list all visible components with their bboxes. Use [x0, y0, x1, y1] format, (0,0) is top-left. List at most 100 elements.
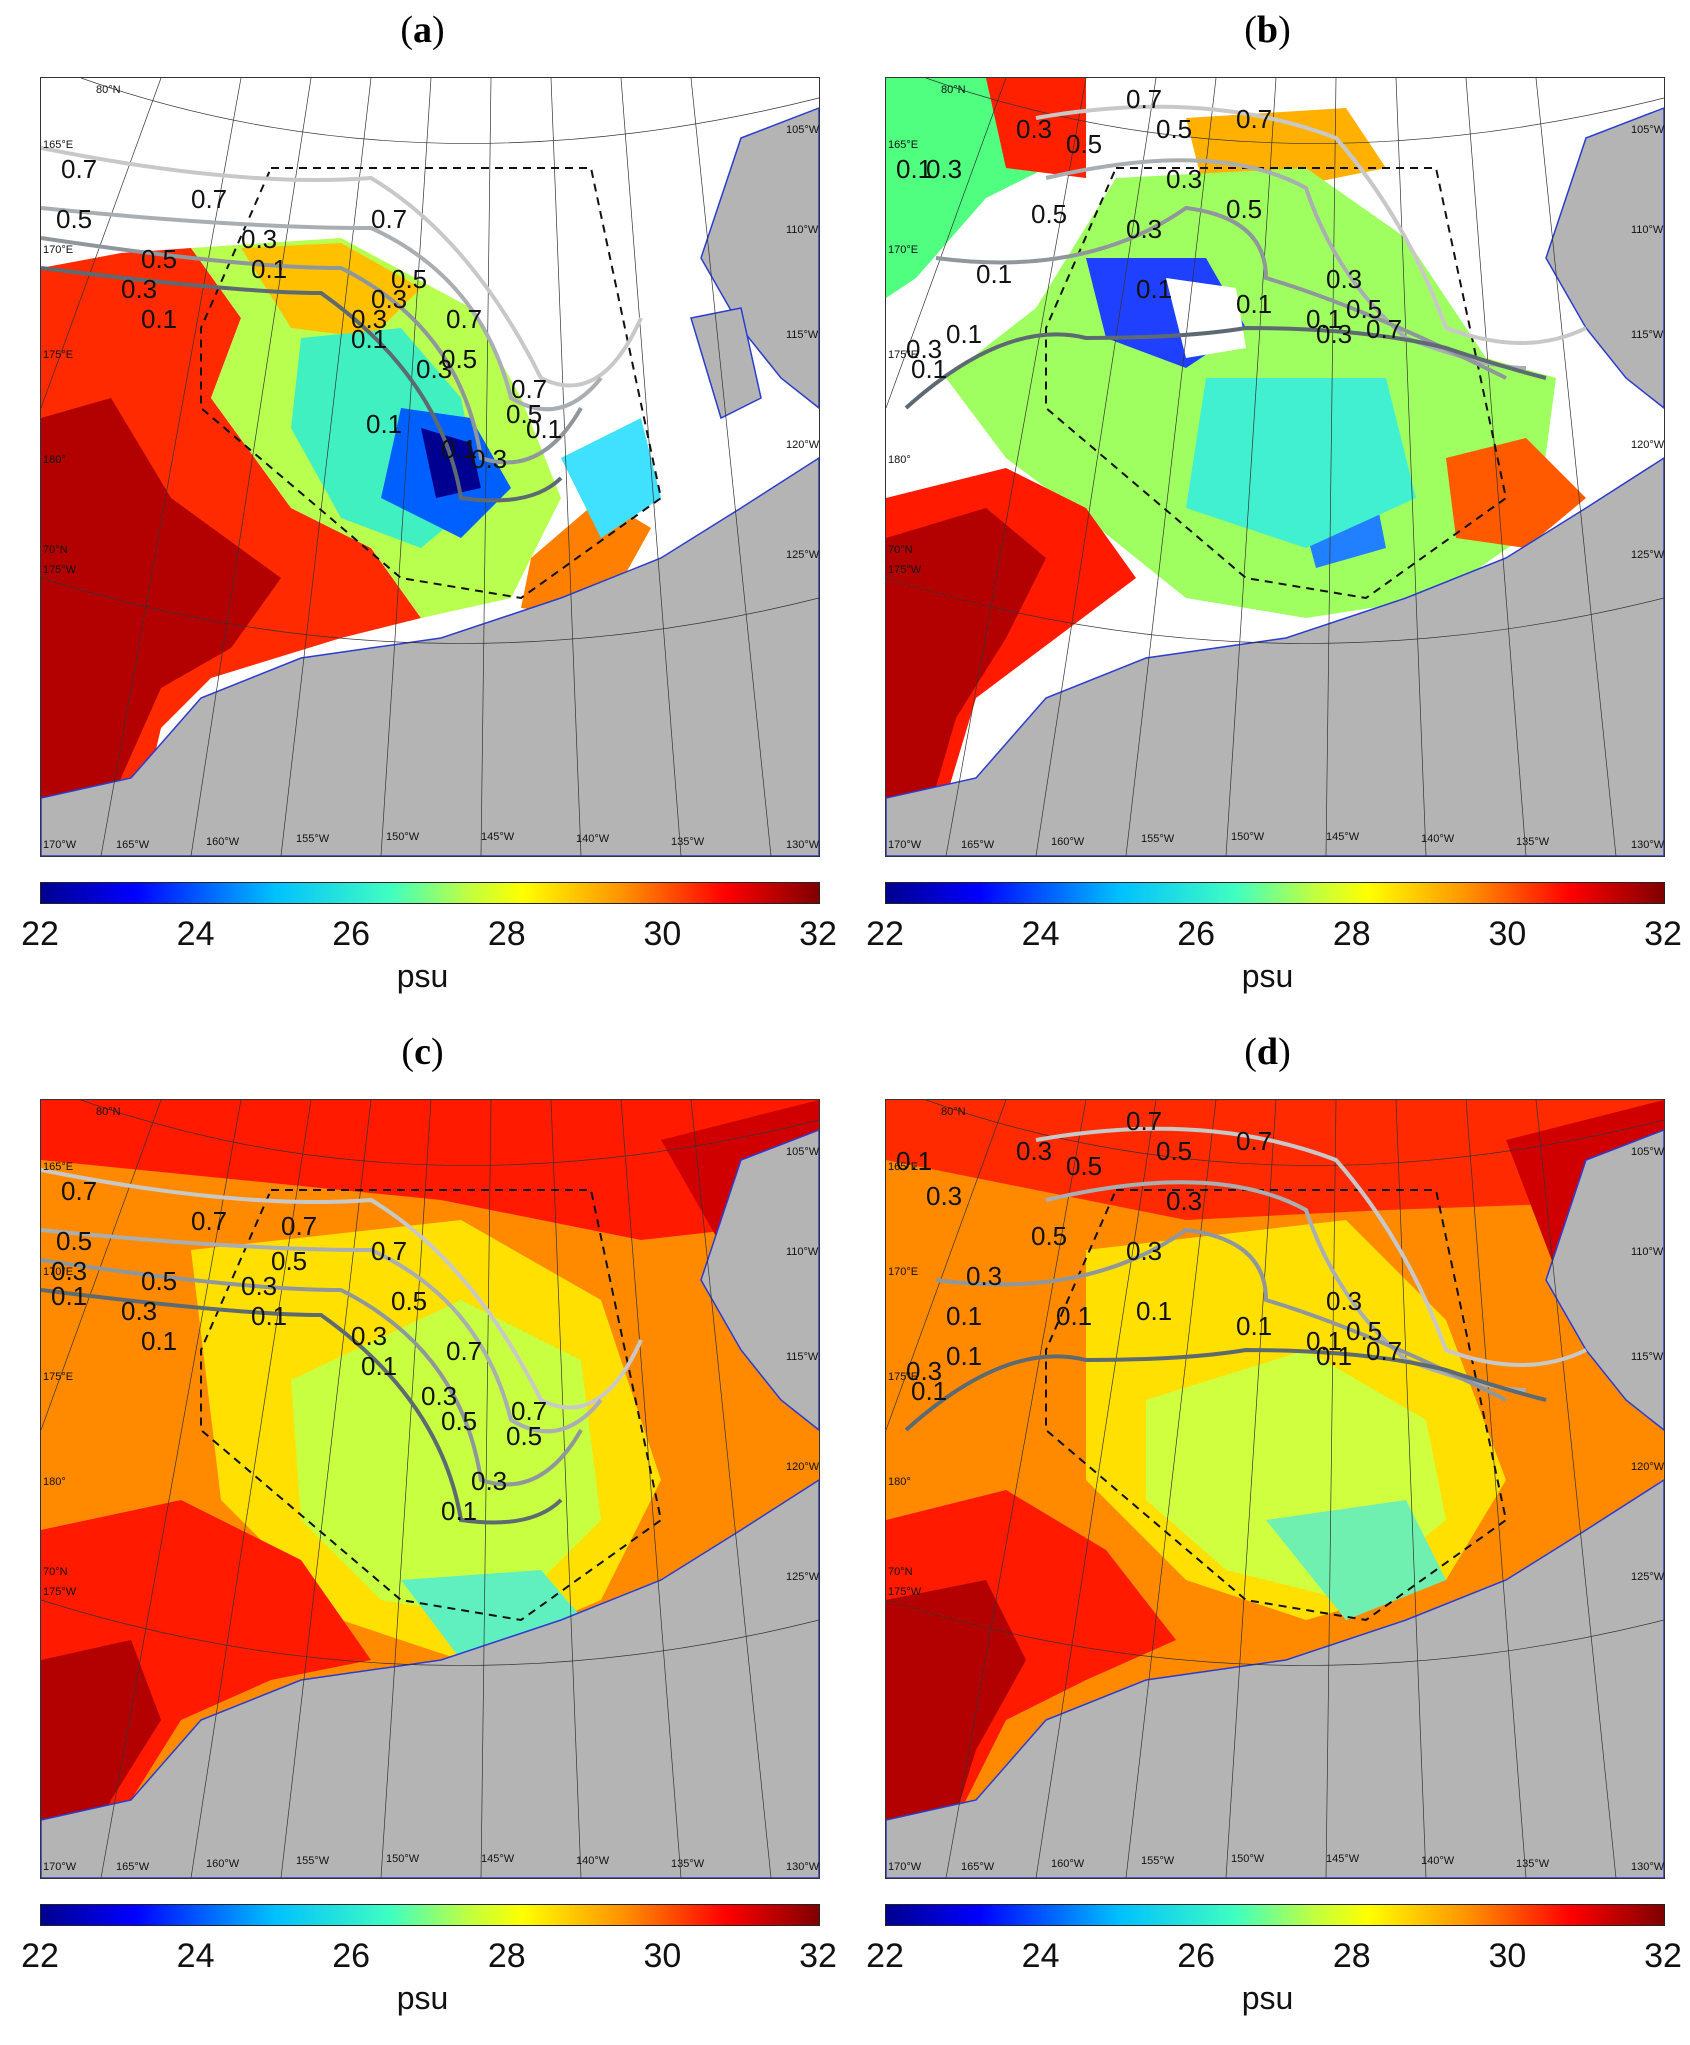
panel-title: (b)	[1244, 9, 1291, 51]
lon-label: 125°W	[786, 549, 819, 561]
contour-label: 0.3	[371, 284, 407, 314]
contour-label: 0.3	[51, 1256, 87, 1286]
contour-label: 0.7	[1126, 84, 1162, 114]
lon-label: 105°W	[1631, 1146, 1664, 1158]
map-d: 0.1 0.3 0.3 0.5 0.7 0.7 0.5 0.3 0.5 0.3 …	[885, 1099, 1665, 1879]
contour-label: 0.1	[441, 1496, 477, 1526]
lon-label: 160°W	[1051, 836, 1085, 848]
contour-label: 0.5	[1066, 1151, 1102, 1181]
contour-label: 0.7	[1236, 1126, 1272, 1156]
colorbar	[885, 1904, 1665, 1926]
lon-label: 130°W	[786, 839, 819, 851]
contour-label: 0.7	[191, 1206, 227, 1236]
colorbar-tick: 22	[21, 1937, 59, 1975]
contour-label: 0.1	[1306, 1326, 1342, 1356]
lon-label: 155°W	[1141, 833, 1175, 845]
lon-label: 155°W	[296, 833, 330, 845]
contour-label: 0.3	[966, 1261, 1002, 1291]
contour-label: 0.3	[1126, 214, 1162, 244]
map-b: 0.1 0.3 0.5 0.7 0.7 0.5 0.3 0.3 0.5 0.1 …	[885, 77, 1665, 857]
contour-label: 0.1	[946, 1341, 982, 1371]
lon-label: 170°E	[43, 244, 73, 256]
contour-label: 0.7	[1366, 1336, 1402, 1366]
lon-label: 115°W	[786, 329, 819, 341]
lon-label: 140°W	[576, 1855, 610, 1867]
lon-label: 160°W	[206, 1858, 240, 1870]
contour-label: 0.3	[1166, 1186, 1202, 1216]
contour-label: 0.5	[56, 1226, 92, 1256]
contour-label: 0.5	[141, 244, 177, 274]
contour-label: 0.5	[1226, 194, 1262, 224]
map-c: 0.7 0.5 0.3 0.1 0.7 0.7 0.5 0.3 0.1 0.5 …	[40, 1099, 820, 1879]
colorbar	[40, 1904, 820, 1926]
contour-label: 0.1	[251, 254, 287, 284]
lon-label: 165°W	[116, 839, 150, 851]
contour-label: 0.3	[351, 1321, 387, 1351]
lon-label: 165°W	[116, 1861, 150, 1873]
colorbar-tick: 28	[487, 1937, 526, 1975]
lon-label: 110°W	[786, 224, 819, 236]
contour-label: 0.5	[1346, 1316, 1382, 1346]
lon-label: 160°W	[1051, 1858, 1085, 1870]
lon-label: 175°W	[43, 564, 77, 576]
contour-label: 0.3	[241, 1271, 277, 1301]
colorbar-unit: psu	[1241, 958, 1294, 994]
lat-label: 80°N	[96, 84, 121, 96]
contour-label: 0.1	[351, 324, 387, 354]
lat-label: 80°N	[941, 1106, 966, 1118]
lon-label: 135°W	[1516, 836, 1550, 848]
colorbar-tick: 28	[1332, 915, 1371, 953]
lon-label: 110°W	[1631, 224, 1664, 236]
colorbar-tick: 22	[21, 915, 59, 953]
contour-label: 0.1	[366, 409, 402, 439]
lon-label: 110°W	[1631, 1246, 1664, 1258]
map-a-svg: 0.7 0.5 0.7 0.5 0.3 0.1 0.3 0.1 0.3 0.7 …	[41, 78, 819, 856]
lon-label: 170°E	[888, 1266, 918, 1278]
lon-label: 165°E	[888, 139, 918, 151]
lon-label: 150°W	[1231, 831, 1265, 843]
lon-label: 150°W	[386, 831, 420, 843]
lon-label: 135°W	[1516, 1858, 1550, 1870]
contour-label: 0.3	[416, 354, 452, 384]
lon-label: 165°E	[43, 139, 73, 151]
lon-label: 115°W	[786, 1351, 819, 1363]
lon-label: 180°	[43, 454, 66, 466]
lon-label: 160°W	[206, 836, 240, 848]
lat-label: 80°N	[941, 84, 966, 96]
contour-label: 0.5	[391, 1286, 427, 1316]
contour-label: 0.1	[946, 319, 982, 349]
lat-label: 70°N	[43, 1566, 68, 1578]
contour-label: 0.1	[896, 1146, 932, 1176]
colorbar-tick: 28	[1332, 1937, 1371, 1975]
colorbar-tick: 26	[332, 915, 371, 953]
contour-label: 0.3	[906, 334, 942, 364]
contour-label: 0.7	[371, 204, 407, 234]
contour-label: 0.1	[1056, 1301, 1092, 1331]
contour-label: 0.1	[911, 354, 947, 384]
lon-label: 180°	[888, 454, 911, 466]
contour-label: 0.1	[1316, 1341, 1352, 1371]
contour-label: 0.1	[1236, 289, 1272, 319]
colorbar-tick: 32	[1644, 915, 1682, 953]
lon-label: 170°E	[43, 1266, 73, 1278]
contour-label: 0.1	[361, 1351, 397, 1381]
contour-label: 0.7	[191, 184, 227, 214]
lon-label: 150°W	[1231, 1853, 1265, 1865]
lon-label: 125°W	[1631, 1571, 1664, 1583]
lon-label: 130°W	[786, 1861, 819, 1873]
lon-label: 175°W	[43, 1586, 77, 1598]
contour-label: 0.1	[911, 1376, 947, 1406]
contour-label: 0.3	[926, 154, 962, 184]
contour-label: 0.1	[141, 1326, 177, 1356]
lon-label: 180°	[43, 1476, 66, 1488]
contour-label: 0.1	[976, 259, 1012, 289]
lon-label: 115°W	[1631, 329, 1664, 341]
contour-label: 0.3	[471, 1466, 507, 1496]
contour-label: 0.3	[1166, 164, 1202, 194]
colorbar-tick: 24	[1021, 915, 1060, 953]
lon-label: 125°W	[1631, 549, 1664, 561]
map-a: 0.7 0.5 0.7 0.5 0.3 0.1 0.3 0.1 0.3 0.7 …	[40, 77, 820, 857]
panel-title: (d)	[1244, 1031, 1291, 1073]
contour-label: 0.1	[946, 1301, 982, 1331]
lon-label: 125°W	[786, 1571, 819, 1583]
